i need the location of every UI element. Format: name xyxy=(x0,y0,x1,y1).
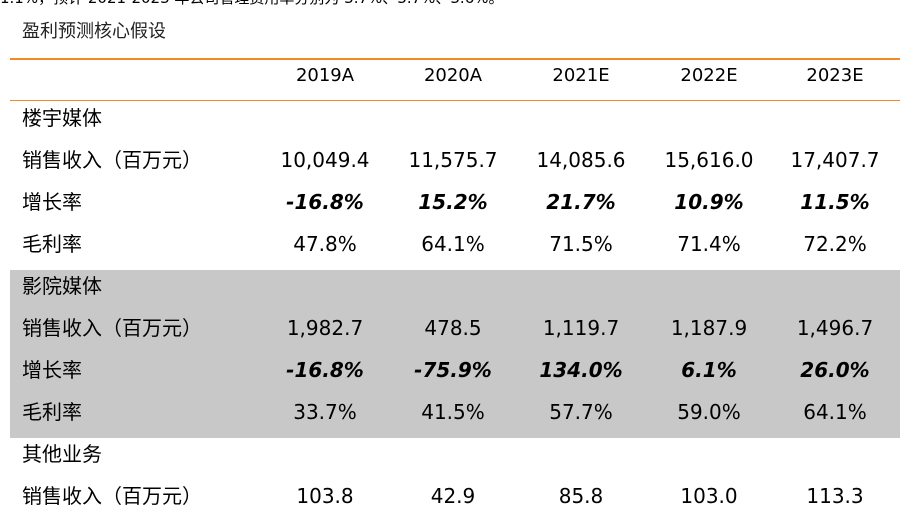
cell-value: -75.9% xyxy=(414,358,492,382)
cell-value: 1,187.9 xyxy=(670,316,748,340)
row-label: 毛利率 xyxy=(22,400,82,424)
column-header: 2023E xyxy=(806,65,864,86)
cell-value: 17,407.7 xyxy=(790,148,880,172)
cell-value: 11,575.7 xyxy=(408,148,498,172)
column-header: 2022E xyxy=(680,65,738,86)
cell-value: 64.1% xyxy=(421,232,485,256)
section-name: 其他业务 xyxy=(22,442,102,466)
cell-value: 15.2% xyxy=(418,190,488,214)
cell-value: 11.5% xyxy=(800,190,870,214)
top-rule xyxy=(10,58,900,60)
cell-value: -16.8% xyxy=(286,190,364,214)
cell-value: 42.9 xyxy=(430,484,476,508)
cell-value: 103.8 xyxy=(296,484,354,508)
cell-value: 71.5% xyxy=(549,232,613,256)
column-header: 2019A xyxy=(295,65,355,86)
cell-value: 41.5% xyxy=(421,400,485,424)
row-label: 增长率 xyxy=(22,358,82,382)
table-title: 盈利预测核心假设 xyxy=(22,21,166,42)
cell-value: 15,616.0 xyxy=(664,148,754,172)
section-shade xyxy=(10,270,900,438)
cell-value: 57.7% xyxy=(549,400,613,424)
section-name: 楼宇媒体 xyxy=(22,106,102,130)
cell-value: 33.7% xyxy=(293,400,357,424)
cell-value: 1,119.7 xyxy=(542,316,620,340)
cell-value: 72.2% xyxy=(803,232,867,256)
cell-value: 103.0 xyxy=(680,484,738,508)
cell-value: 134.0% xyxy=(539,358,623,382)
column-header: 2020A xyxy=(423,65,483,86)
cell-value: 21.7% xyxy=(546,190,616,214)
cell-value: 26.0% xyxy=(800,358,870,382)
row-label: 销售收入（百万元） xyxy=(22,148,202,172)
row-label: 销售收入（百万元） xyxy=(22,484,202,508)
column-header: 2021E xyxy=(552,65,610,86)
cell-value: 14,085.6 xyxy=(536,148,626,172)
intro-text: 1.1%，预计 2021-2023 年公司管理费用率分别为 3.7%、3.7%、… xyxy=(0,0,504,10)
row-label: 增长率 xyxy=(22,190,82,214)
cell-value: 64.1% xyxy=(803,400,867,424)
cell-value: 71.4% xyxy=(677,232,741,256)
cell-value: 6.1% xyxy=(681,358,737,382)
cell-value: 10,049.4 xyxy=(280,148,370,172)
cell-value: 47.8% xyxy=(293,232,357,256)
header-rule xyxy=(10,100,900,101)
cell-value: 1,496.7 xyxy=(796,316,874,340)
cell-value: -16.8% xyxy=(286,358,364,382)
cell-value: 59.0% xyxy=(677,400,741,424)
row-label: 毛利率 xyxy=(22,232,82,256)
cell-value: 113.3 xyxy=(806,484,864,508)
row-label: 销售收入（百万元） xyxy=(22,316,202,340)
section-name: 影院媒体 xyxy=(22,274,102,298)
cell-value: 1,982.7 xyxy=(286,316,364,340)
cell-value: 10.9% xyxy=(674,190,744,214)
cell-value: 85.8 xyxy=(558,484,604,508)
cell-value: 478.5 xyxy=(424,316,482,340)
